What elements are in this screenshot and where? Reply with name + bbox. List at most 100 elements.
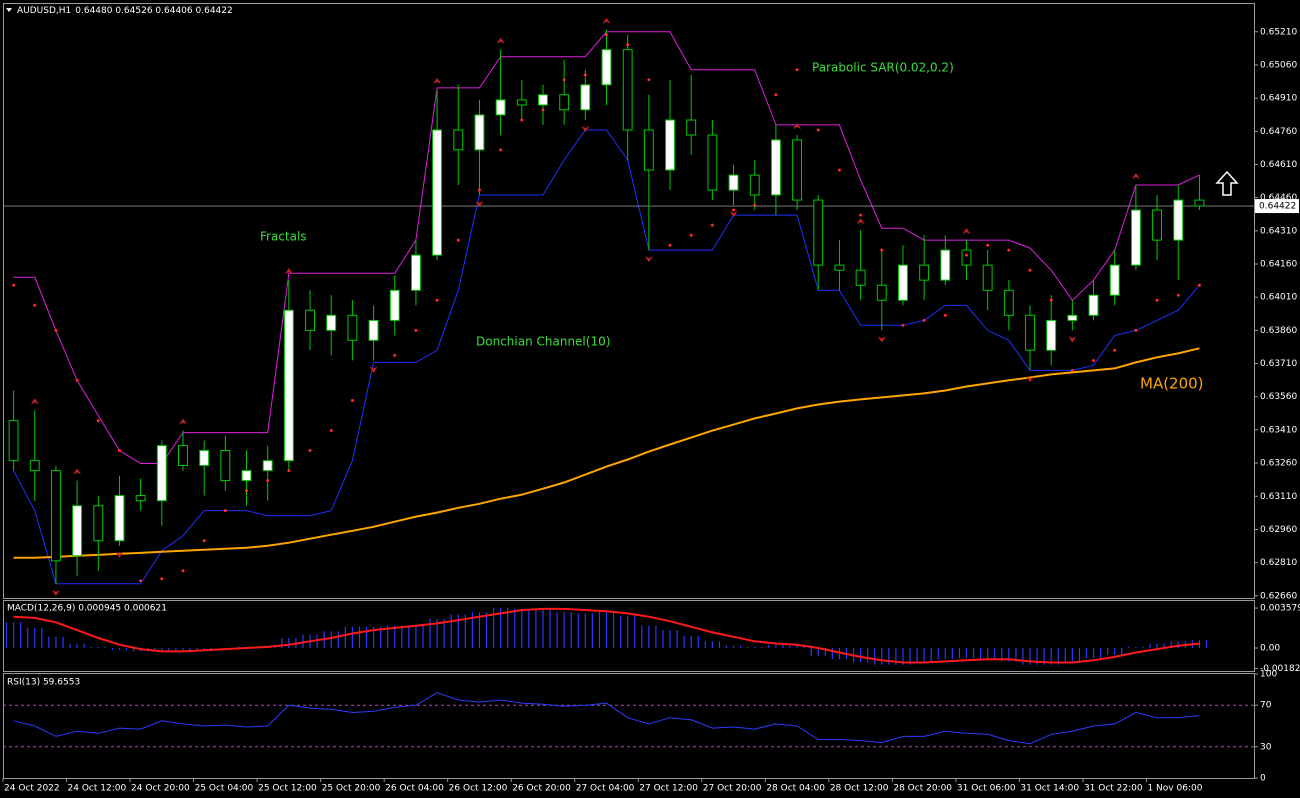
x-tick-label: 31 Oct 22:00	[1084, 784, 1143, 794]
candle-body	[453, 129, 464, 151]
sar-dot	[1028, 268, 1032, 272]
sar-dot	[435, 298, 439, 302]
y-tick-label: 0.65210	[1260, 27, 1297, 37]
x-tick-label: 31 Oct 14:00	[1020, 784, 1079, 794]
sar-dot	[308, 448, 312, 452]
fractal-down	[369, 366, 378, 373]
candle-body	[601, 49, 612, 86]
candle-body	[241, 470, 252, 482]
sar-dot	[562, 78, 566, 82]
x-tick-label: 24 Oct 12:00	[68, 784, 127, 794]
x-tick-label: 27 Oct 12:00	[639, 784, 698, 794]
candle-body	[707, 134, 718, 191]
candle-body	[50, 470, 61, 562]
x-tick-label: 1 Nov 06:00	[1147, 784, 1202, 794]
sar-dot	[1134, 328, 1138, 332]
sar-dot	[901, 323, 905, 327]
x-tick-label: 31 Oct 06:00	[957, 784, 1016, 794]
y-tick-label: 0.63860	[1260, 326, 1297, 336]
candle-body	[982, 264, 993, 291]
y-tick-label: 0.64310	[1260, 226, 1297, 236]
sar-dot	[1070, 368, 1074, 372]
fractal-down	[729, 211, 738, 218]
ma-line	[13, 347, 1200, 559]
annotation: Parabolic SAR(0.02,0.2)	[812, 61, 954, 75]
fractal-down	[1026, 376, 1035, 383]
sar-dot	[477, 188, 481, 192]
sar-dot	[880, 248, 884, 252]
y-tick-label: 0.65060	[1260, 60, 1297, 70]
fractal-down	[581, 126, 590, 133]
candle-body	[813, 199, 824, 266]
candle-body	[114, 495, 125, 542]
candle-body	[919, 264, 930, 281]
candle-body	[1003, 289, 1014, 316]
candle-body	[1046, 319, 1057, 351]
sar-dot	[393, 353, 397, 357]
candle-body	[792, 139, 803, 201]
sar-dot	[647, 78, 651, 82]
fractal-down	[51, 589, 60, 596]
y-tick-label: 0.63560	[1260, 392, 1297, 402]
sar-dot	[160, 577, 164, 581]
sar-dot	[54, 328, 58, 332]
sar-dot	[139, 579, 143, 583]
candle-body	[178, 445, 188, 467]
candle-body	[410, 254, 421, 291]
sar-dot	[732, 208, 736, 212]
sar-dot	[12, 283, 16, 287]
candle-body	[559, 94, 570, 111]
candle-body	[770, 139, 781, 196]
y-tick-label: 0.003579	[1260, 604, 1300, 614]
fractal-up	[856, 218, 865, 225]
candle-body	[622, 49, 633, 131]
sar-dot	[668, 243, 672, 247]
candle-body	[93, 505, 104, 542]
candle-body	[1130, 209, 1141, 266]
fractal-down	[644, 256, 653, 263]
candle-body	[326, 314, 337, 331]
sar-dot	[1155, 298, 1159, 302]
sar-dot	[181, 569, 185, 573]
sar-dot	[583, 73, 587, 77]
candle-body	[749, 174, 760, 196]
y-tick-label: 0.62960	[1260, 525, 1297, 535]
candle-body	[580, 84, 591, 111]
candle-body	[347, 314, 358, 341]
y-tick-label: 0.63410	[1260, 425, 1297, 435]
x-tick-label: 28 Oct 20:00	[893, 784, 952, 794]
donchian-lower-line	[13, 129, 1200, 585]
rsi-title: RSI(13) 59.6553	[7, 678, 80, 688]
y-tick-label: 30	[1260, 742, 1272, 752]
sar-dot	[859, 213, 863, 217]
y-tick-label: 0.63710	[1260, 359, 1297, 369]
x-tick-label: 25 Oct 12:00	[258, 784, 317, 794]
sar-dot	[541, 108, 545, 112]
price-panel	[3, 3, 1255, 599]
macd-title: MACD(12,26,9) 0.000945 0.000621	[7, 604, 167, 614]
x-tick-label: 26 Oct 20:00	[512, 784, 571, 794]
sar-dot	[329, 429, 333, 433]
candle-body	[898, 264, 908, 301]
sar-dot	[943, 313, 947, 317]
fractal-up	[30, 398, 39, 405]
x-tick-label: 27 Oct 04:00	[576, 784, 635, 794]
sar-dot	[1176, 293, 1180, 297]
x-tick-label: 26 Oct 12:00	[449, 784, 508, 794]
y-tick-label: 100	[1260, 670, 1277, 680]
sar-dot	[1092, 358, 1096, 362]
sar-dot	[1113, 348, 1117, 352]
fractal-up	[178, 418, 187, 425]
sar-dot	[75, 378, 79, 382]
y-tick-label: 0.64160	[1260, 260, 1297, 270]
menu-arrow[interactable]	[6, 8, 12, 12]
sar-dot	[202, 539, 206, 543]
buy-arrow-icon	[1215, 170, 1239, 196]
sar-dot	[816, 128, 820, 132]
y-tick-label: 0.64010	[1260, 293, 1297, 303]
candle-body	[156, 445, 167, 502]
sar-dot	[117, 448, 121, 452]
